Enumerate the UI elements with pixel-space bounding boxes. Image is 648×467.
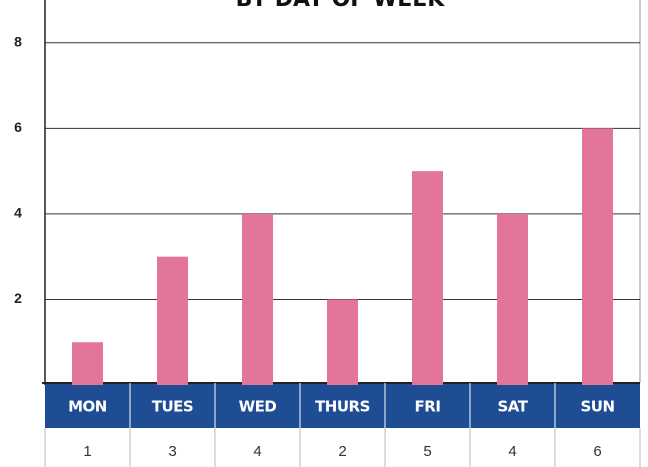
bar — [242, 213, 273, 385]
bar — [327, 299, 358, 385]
x-tick-label: FRI — [415, 398, 441, 416]
bar — [497, 213, 528, 385]
value-label: 4 — [508, 443, 516, 460]
x-tick-label: SAT — [498, 398, 529, 416]
chart-title: BY DAY OF WEEK — [236, 0, 446, 12]
x-tick-label: WED — [239, 398, 277, 416]
y-tick-label: 2 — [14, 290, 22, 306]
value-label: 2 — [338, 443, 346, 460]
header-row — [45, 383, 640, 428]
value-label: 6 — [593, 443, 601, 460]
bar — [582, 128, 613, 386]
y-tick-label: 6 — [14, 119, 22, 135]
y-tick-label: 8 — [14, 33, 22, 49]
x-tick-label: THURS — [315, 398, 370, 416]
value-label: 1 — [83, 443, 91, 460]
value-label: 5 — [423, 443, 431, 460]
bar — [157, 256, 188, 385]
x-tick-label: SUN — [580, 398, 614, 416]
bar — [72, 342, 103, 385]
x-tick-label: TUES — [152, 398, 193, 416]
bar — [412, 171, 443, 385]
value-label: 3 — [168, 443, 176, 460]
x-tick-label: MON — [68, 398, 107, 416]
value-label: 4 — [253, 443, 261, 460]
y-tick-label: 4 — [14, 205, 22, 221]
